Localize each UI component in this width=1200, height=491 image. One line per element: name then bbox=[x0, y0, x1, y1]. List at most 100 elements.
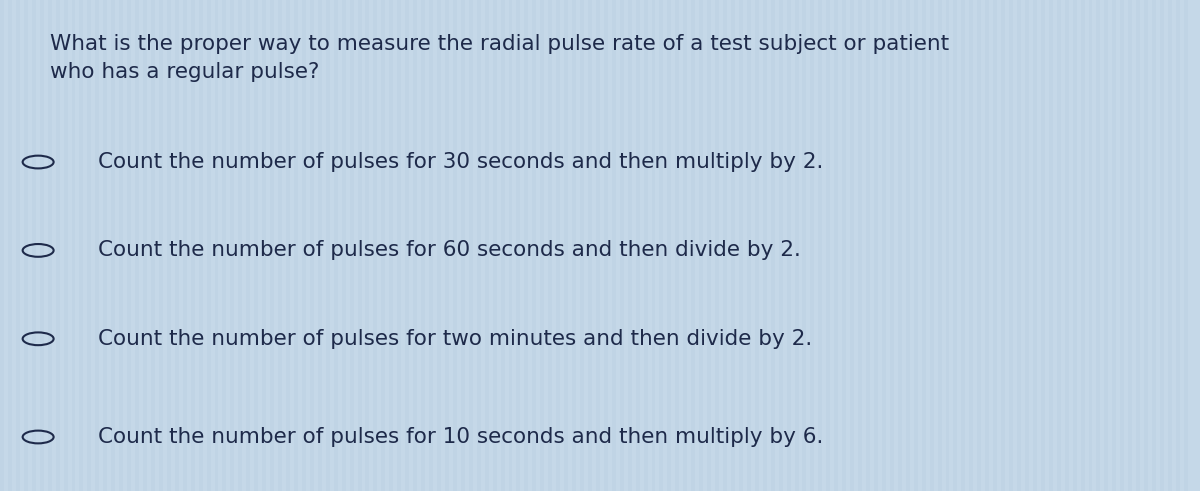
Bar bbox=[604, 0, 608, 491]
Bar bbox=[461, 0, 464, 491]
Bar bbox=[79, 0, 84, 491]
Bar bbox=[803, 0, 806, 491]
Bar bbox=[48, 0, 52, 491]
Bar bbox=[136, 0, 139, 491]
Bar bbox=[572, 0, 576, 491]
Bar bbox=[970, 0, 973, 491]
Bar bbox=[1033, 0, 1037, 491]
Bar bbox=[516, 0, 521, 491]
Bar bbox=[112, 0, 115, 491]
Text: Count the number of pulses for 10 seconds and then multiply by 6.: Count the number of pulses for 10 second… bbox=[97, 427, 823, 447]
Bar bbox=[842, 0, 846, 491]
Bar bbox=[191, 0, 194, 491]
Bar bbox=[977, 0, 982, 491]
Bar bbox=[222, 0, 227, 491]
Bar bbox=[882, 0, 886, 491]
Bar bbox=[636, 0, 640, 491]
Bar bbox=[994, 0, 997, 491]
Bar bbox=[1128, 0, 1133, 491]
Bar bbox=[16, 0, 20, 491]
Bar bbox=[349, 0, 354, 491]
Bar bbox=[151, 0, 155, 491]
Bar bbox=[667, 0, 671, 491]
Bar bbox=[215, 0, 218, 491]
Bar bbox=[1112, 0, 1116, 491]
Bar bbox=[294, 0, 298, 491]
Bar bbox=[302, 0, 306, 491]
Bar bbox=[175, 0, 179, 491]
Bar bbox=[1144, 0, 1148, 491]
Bar bbox=[985, 0, 989, 491]
Bar bbox=[413, 0, 418, 491]
Bar bbox=[1184, 0, 1188, 491]
Bar bbox=[564, 0, 568, 491]
Bar bbox=[580, 0, 584, 491]
Bar bbox=[40, 0, 43, 491]
Bar bbox=[31, 0, 36, 491]
Bar bbox=[1064, 0, 1069, 491]
Bar bbox=[437, 0, 440, 491]
Bar bbox=[746, 0, 751, 491]
Bar bbox=[937, 0, 942, 491]
Bar bbox=[127, 0, 131, 491]
Bar bbox=[786, 0, 791, 491]
Bar bbox=[1104, 0, 1109, 491]
Bar bbox=[1025, 0, 1028, 491]
Bar bbox=[612, 0, 616, 491]
Bar bbox=[707, 0, 712, 491]
Bar bbox=[779, 0, 782, 491]
Bar bbox=[1176, 0, 1180, 491]
Bar bbox=[1152, 0, 1156, 491]
Bar bbox=[430, 0, 433, 491]
Bar bbox=[143, 0, 146, 491]
Bar bbox=[199, 0, 203, 491]
Bar bbox=[834, 0, 839, 491]
Bar bbox=[262, 0, 266, 491]
Bar bbox=[1080, 0, 1085, 491]
Bar bbox=[818, 0, 822, 491]
Bar bbox=[230, 0, 234, 491]
Bar bbox=[652, 0, 655, 491]
Bar bbox=[548, 0, 552, 491]
Bar bbox=[55, 0, 60, 491]
Bar bbox=[866, 0, 870, 491]
Bar bbox=[476, 0, 481, 491]
Bar bbox=[540, 0, 545, 491]
Bar bbox=[922, 0, 925, 491]
Bar bbox=[770, 0, 775, 491]
Bar bbox=[691, 0, 695, 491]
Bar bbox=[0, 0, 4, 491]
Bar bbox=[286, 0, 290, 491]
Bar bbox=[660, 0, 664, 491]
Bar bbox=[588, 0, 592, 491]
Bar bbox=[850, 0, 854, 491]
Bar bbox=[182, 0, 187, 491]
Bar bbox=[421, 0, 425, 491]
Bar bbox=[373, 0, 378, 491]
Bar bbox=[715, 0, 719, 491]
Bar bbox=[1136, 0, 1140, 491]
Bar bbox=[954, 0, 958, 491]
Bar bbox=[739, 0, 743, 491]
Bar bbox=[509, 0, 512, 491]
Bar bbox=[397, 0, 401, 491]
Bar bbox=[913, 0, 918, 491]
Bar bbox=[334, 0, 337, 491]
Bar bbox=[452, 0, 457, 491]
Text: Count the number of pulses for 60 seconds and then divide by 2.: Count the number of pulses for 60 second… bbox=[97, 241, 800, 260]
Bar bbox=[1160, 0, 1164, 491]
Bar bbox=[827, 0, 830, 491]
Bar bbox=[103, 0, 107, 491]
Bar bbox=[683, 0, 688, 491]
Bar bbox=[1121, 0, 1124, 491]
Bar bbox=[1097, 0, 1100, 491]
Bar bbox=[643, 0, 648, 491]
Bar bbox=[469, 0, 473, 491]
Bar bbox=[119, 0, 124, 491]
Bar bbox=[500, 0, 504, 491]
Bar bbox=[246, 0, 251, 491]
Bar bbox=[239, 0, 242, 491]
Bar bbox=[906, 0, 910, 491]
Bar bbox=[366, 0, 370, 491]
Bar bbox=[254, 0, 258, 491]
